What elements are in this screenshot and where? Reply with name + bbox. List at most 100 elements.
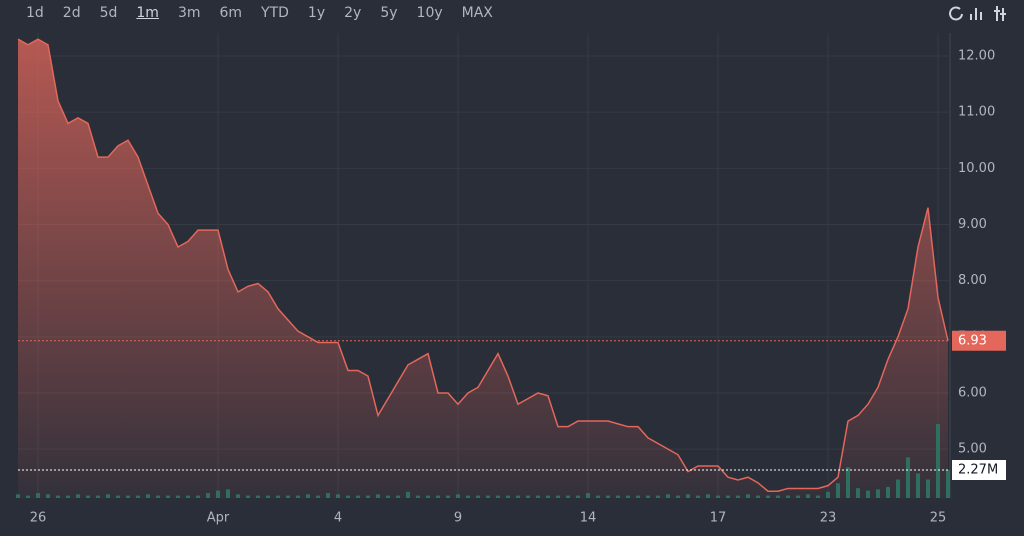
volume-bar <box>406 491 410 498</box>
indicator-icon[interactable] <box>994 6 1006 21</box>
volume-bar <box>636 495 640 498</box>
y-tick-label: 9.00 <box>958 217 987 232</box>
volume-bar <box>556 495 560 498</box>
range-button[interactable]: 10y <box>416 5 443 21</box>
volume-bar <box>736 495 740 498</box>
volume-bar <box>756 495 760 498</box>
volume-bar <box>296 495 300 498</box>
volume-bar <box>196 495 200 498</box>
y-tick-label: 10.00 <box>958 161 995 176</box>
x-tick-label: 25 <box>930 511 947 526</box>
volume-bar <box>866 490 870 498</box>
range-button[interactable]: 1y <box>307 5 326 21</box>
volume-bar <box>356 495 360 498</box>
volume-marker-label: 2.27M <box>958 463 998 478</box>
volume-bar <box>306 494 310 498</box>
price-area <box>18 39 948 498</box>
volume-bar <box>186 495 190 498</box>
volume-bar <box>646 495 650 498</box>
x-tick-label: 26 <box>30 511 47 526</box>
volume-bar <box>116 495 120 498</box>
volume-bar <box>446 495 450 498</box>
y-tick-label: 12.00 <box>958 49 995 64</box>
range-button[interactable]: MAX <box>461 5 493 21</box>
volume-bar <box>666 494 670 498</box>
volume-bar <box>46 494 50 498</box>
volume-bar <box>586 493 590 498</box>
volume-bar <box>256 495 260 498</box>
volume-bar <box>856 488 860 498</box>
volume-bar <box>656 495 660 498</box>
volume-bar <box>506 495 510 498</box>
y-tick-label: 6.00 <box>958 385 987 400</box>
chart-type-icon[interactable] <box>970 8 982 20</box>
range-button[interactable]: 6m <box>219 5 243 21</box>
volume-bar <box>826 491 830 498</box>
volume-bar <box>426 495 430 498</box>
volume-bar <box>86 495 90 498</box>
range-button[interactable]: 1d <box>26 5 44 21</box>
volume-bar <box>626 495 630 498</box>
volume-bar <box>696 495 700 498</box>
volume-bar <box>526 495 530 498</box>
volume-bar <box>216 490 220 498</box>
x-tick-label: 17 <box>710 511 727 526</box>
volume-bar <box>456 494 460 498</box>
volume-bar <box>516 495 520 498</box>
volume-bar <box>476 495 480 498</box>
volume-bar <box>596 495 600 498</box>
range-button[interactable]: 2y <box>344 5 362 21</box>
volume-bar <box>906 457 910 498</box>
y-tick-label: 5.00 <box>958 442 987 457</box>
volume-bar <box>226 489 230 498</box>
volume-bar <box>106 494 110 498</box>
volume-bar <box>706 494 710 498</box>
volume-marker-box <box>952 460 1006 481</box>
volume-bar <box>686 494 690 498</box>
volume-bar <box>416 495 420 498</box>
volume-bar <box>386 495 390 498</box>
volume-bar <box>176 495 180 498</box>
volume-bar <box>76 494 80 498</box>
volume-bar <box>26 495 30 498</box>
volume-bar <box>136 495 140 498</box>
volume-bar <box>56 495 60 498</box>
y-tick-label: 8.00 <box>958 273 987 288</box>
volume-bar <box>336 494 340 498</box>
range-toolbar: 1d 2d 5d 1m 3m 6m YTD 1y 2y 5y 10y MAX <box>26 5 493 21</box>
volume-bar <box>766 495 770 498</box>
x-tick-label: 9 <box>454 511 462 526</box>
range-button[interactable]: 5d <box>99 5 118 21</box>
price-marker-label: 6.93 <box>958 333 987 348</box>
range-button[interactable]: 3m <box>177 5 201 21</box>
range-button[interactable]: 2d <box>62 5 81 21</box>
volume-bar <box>16 494 20 498</box>
volume-bar <box>746 494 750 498</box>
range-button[interactable]: YTD <box>261 5 289 21</box>
range-button[interactable]: 5y <box>380 5 398 21</box>
volume-bar <box>786 495 790 498</box>
volume-bar <box>146 494 150 498</box>
volume-bar <box>566 495 570 498</box>
volume-bar <box>396 495 400 498</box>
range-button[interactable]: 1m <box>136 5 159 21</box>
volume-bar <box>936 423 940 498</box>
volume-bar <box>926 479 930 498</box>
volume-bar <box>96 495 100 498</box>
volume-bar <box>436 495 440 498</box>
volume-bar <box>326 493 330 498</box>
volume-bar <box>166 495 170 498</box>
volume-bar <box>236 494 240 498</box>
volume-bar <box>206 493 210 498</box>
toolbar-icons <box>949 6 1006 21</box>
volume-bar <box>676 495 680 498</box>
volume-bar <box>896 479 900 498</box>
volume-bar <box>876 489 880 498</box>
volume-bar <box>466 495 470 498</box>
volume-bar <box>886 486 890 498</box>
volume-bar <box>536 495 540 498</box>
volume-bar <box>606 495 610 498</box>
refresh-icon[interactable] <box>949 6 963 21</box>
volume-bar <box>716 495 720 498</box>
